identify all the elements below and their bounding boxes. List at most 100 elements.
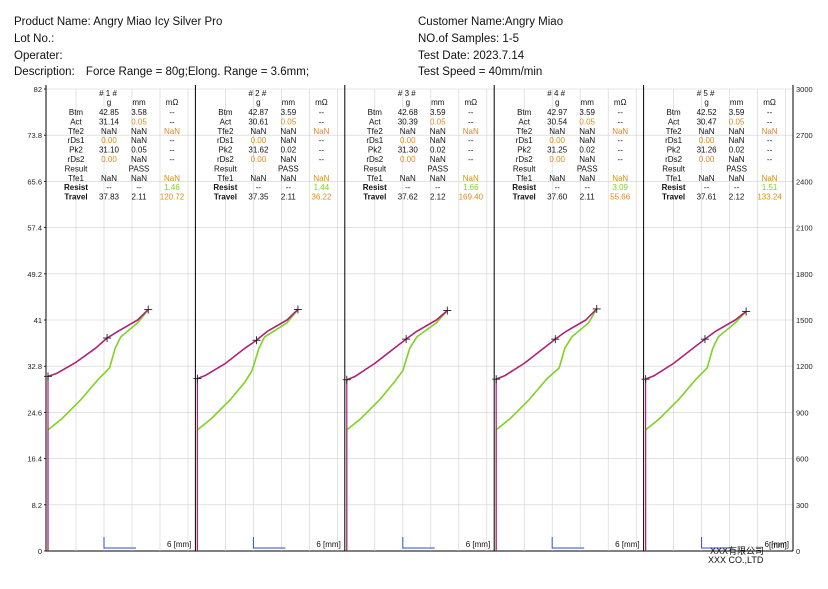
value-mm: 3.58 [131, 108, 147, 117]
value-mm: -- [435, 183, 441, 192]
resistance-trace [103, 537, 136, 549]
value-mm: NaN [280, 174, 296, 183]
value-mm: PASS [129, 164, 150, 173]
row-label-resist: Resist [512, 183, 536, 192]
row-label-pk2: Pk2 [368, 146, 382, 155]
unit-ohm: mΩ [763, 98, 776, 107]
left-axis-tick-label: 82 [34, 85, 42, 94]
right-axis-tick-label: 1500 [796, 316, 813, 325]
x-axis-label: 6 [mm] [466, 540, 490, 549]
value-g: 0.00 [549, 155, 565, 164]
value-resistance: -- [767, 136, 773, 145]
press-curve [495, 308, 598, 380]
row-label-tfe1: Tfe1 [666, 174, 683, 183]
value-mm: 2.11 [281, 193, 297, 202]
sample-panel-2: # 2 #g mm mΩ Btm 42.87 3.59 -- Act 30.61 0.05 -- Tf… [193, 85, 341, 551]
test-speed: Test Speed = 40mm/min [418, 66, 542, 78]
sample-title: # 3 # [398, 89, 416, 98]
sample-panel-4: # 4 #g mm mΩ Btm 42.97 3.59 -- Act 30.54 0.05 -- Tf… [492, 85, 640, 551]
value-mm: NaN [280, 155, 296, 164]
lot-number: Lot No.: [14, 33, 54, 45]
unit-g: g [704, 98, 708, 107]
value-mm: NaN [729, 174, 745, 183]
description: Description: Force Range = 80g;Elong. Ra… [14, 66, 309, 78]
value-g: -- [256, 183, 262, 192]
row-label-travel: Travel [662, 193, 685, 202]
sample-panel-5: # 5 #g mm mΩ Btm 42.52 3.59 -- Act 30.47 0.05 -- Tf… [641, 85, 789, 551]
value-resistance: NaN [463, 127, 479, 136]
value-resistance: -- [169, 117, 175, 126]
release-curve [196, 308, 299, 431]
value-mm: NaN [430, 155, 446, 164]
row-label-tfe2: Tfe2 [367, 127, 384, 136]
row-label-travel: Travel [513, 193, 536, 202]
value-g: 42.87 [248, 108, 269, 117]
value-g: 37.61 [697, 193, 718, 202]
right-axis-tick-label: 2700 [796, 131, 813, 140]
press-curve [197, 308, 299, 380]
resistance-trace [551, 537, 585, 549]
value-g: NaN [549, 127, 565, 136]
value-resistance: -- [767, 108, 773, 117]
x-axis-label: 6 [mm] [765, 540, 789, 549]
value-mm: 0.05 [579, 117, 595, 126]
sample-title: # 4 # [547, 89, 565, 98]
value-g: 30.47 [697, 117, 718, 126]
company-name-en: XXX CO.,LTD [708, 555, 764, 565]
test-speed-value: 40mm/min [488, 66, 543, 78]
unit-mm: mm [431, 98, 445, 107]
row-label-btm: Btm [517, 108, 532, 117]
row-label-result: Result [363, 164, 386, 173]
value-g: 37.60 [547, 193, 568, 202]
test-date-label: Test Date: [418, 50, 470, 62]
value-g: 37.83 [99, 193, 120, 202]
footer-mm-label: [mm] [769, 541, 787, 550]
row-label-tfe1: Tfe1 [217, 174, 234, 183]
left-axis-tick-label: 73.8 [27, 131, 42, 140]
value-mm: 2.12 [430, 193, 446, 202]
value-mm: NaN [131, 174, 147, 183]
value-mm: -- [585, 183, 591, 192]
left-axis-tick-label: 8.2 [32, 501, 42, 510]
value-resistance: -- [468, 108, 474, 117]
value-resistance: 133.24 [757, 193, 782, 202]
unit-mm: mm [581, 98, 595, 107]
value-resistance: NaN [762, 174, 778, 183]
value-g: 42.97 [547, 108, 568, 117]
row-label-act: Act [220, 117, 232, 126]
row-label-rds1: rDs1 [366, 136, 383, 145]
value-g: NaN [699, 127, 715, 136]
value-g: 37.35 [248, 193, 269, 202]
x-axis-label: 6 [mm] [316, 540, 340, 549]
right-axis-tick-label: 1800 [796, 270, 813, 279]
value-g: -- [405, 183, 411, 192]
value-g: -- [106, 183, 112, 192]
lot-number-label: Lot No.: [14, 33, 55, 45]
right-axis-tick-label: 3000 [796, 85, 813, 94]
value-mm: NaN [280, 136, 296, 145]
unit-mm: mm [132, 98, 146, 107]
row-label-tfe2: Tfe2 [68, 127, 85, 136]
value-g: 31.26 [697, 146, 718, 155]
value-resistance: NaN [164, 174, 180, 183]
value-mm: NaN [430, 136, 446, 145]
value-mm: NaN [430, 127, 446, 136]
value-g: 0.00 [251, 136, 267, 145]
left-axis-tick-label: 57.4 [27, 224, 42, 233]
value-g: 31.14 [99, 117, 120, 126]
left-axis-tick-label: 16.4 [27, 455, 42, 464]
sample-panel-3: # 3 #g mm mΩ Btm 42.68 3.59 -- Act 30.39 0.05 -- Tf… [342, 85, 490, 551]
number-of-samples: NO.of Samples: 1-5 [418, 33, 519, 45]
value-g: 31.62 [248, 146, 269, 155]
product-name: Product Name: Angry Miao Icy Silver Pro [14, 16, 222, 28]
value-resistance: -- [319, 108, 325, 117]
value-mm: PASS [577, 164, 598, 173]
sample-title: # 1 # [99, 89, 117, 98]
sample-panel-1: # 1 #g mm mΩ Btm 42.85 3.58 -- Act 31.14 0.05 -- Tf… [44, 89, 191, 551]
value-mm: -- [286, 183, 292, 192]
unit-mm: mm [730, 98, 744, 107]
value-mm: 3.59 [579, 108, 595, 117]
row-label-rds1: rDs1 [516, 136, 533, 145]
row-label-tfe2: Tfe2 [516, 127, 533, 136]
